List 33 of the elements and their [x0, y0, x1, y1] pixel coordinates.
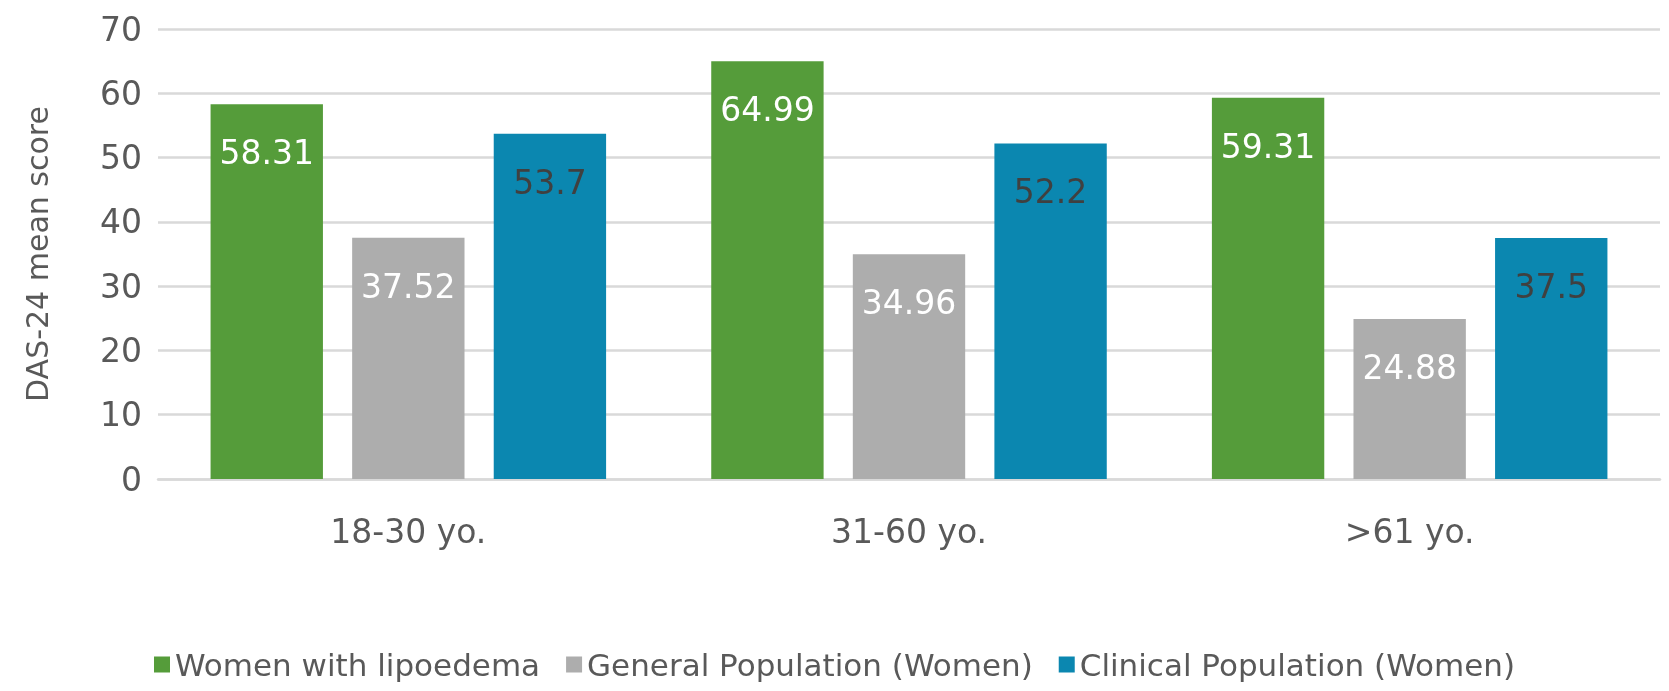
y-axis-title: DAS-24 mean score — [19, 106, 55, 402]
y-tick-label: 0 — [121, 459, 142, 499]
legend-label: General Population (Women) — [587, 646, 1033, 683]
data-label: 34.96 — [861, 283, 957, 323]
x-tick-label: 31-60 yo. — [830, 512, 988, 551]
data-label: 37.5 — [1514, 266, 1588, 306]
y-tick-label: 40 — [100, 202, 142, 242]
data-label: 59.31 — [1220, 126, 1316, 166]
y-tick-label: 50 — [100, 138, 142, 178]
y-tick-label: 20 — [100, 330, 142, 370]
bar — [1353, 319, 1466, 479]
data-label: 58.31 — [219, 133, 314, 173]
bar — [1495, 237, 1608, 479]
bar — [210, 104, 323, 479]
x-tick-label: >61 yo. — [1344, 512, 1475, 551]
x-tick-label: 18-30 yo. — [330, 512, 487, 551]
data-label: 52.2 — [1013, 172, 1088, 212]
y-tick-label: 10 — [100, 395, 142, 435]
y-tick-label: 30 — [100, 266, 142, 306]
bar — [711, 61, 824, 479]
data-label: 37.52 — [361, 266, 456, 306]
bar — [1211, 97, 1325, 479]
legend-label: Women with lipoedema — [175, 646, 541, 683]
y-tick-label: 70 — [100, 9, 142, 49]
bar — [994, 143, 1107, 479]
legend-label: Clinical Population (Women) — [1079, 646, 1516, 683]
bar — [352, 237, 465, 479]
data-label: 53.7 — [513, 162, 587, 202]
bar — [852, 254, 966, 479]
y-tick-label: 60 — [100, 73, 142, 113]
data-label: 24.88 — [1362, 348, 1457, 388]
bar — [493, 133, 607, 479]
data-label: 64.99 — [720, 90, 815, 130]
